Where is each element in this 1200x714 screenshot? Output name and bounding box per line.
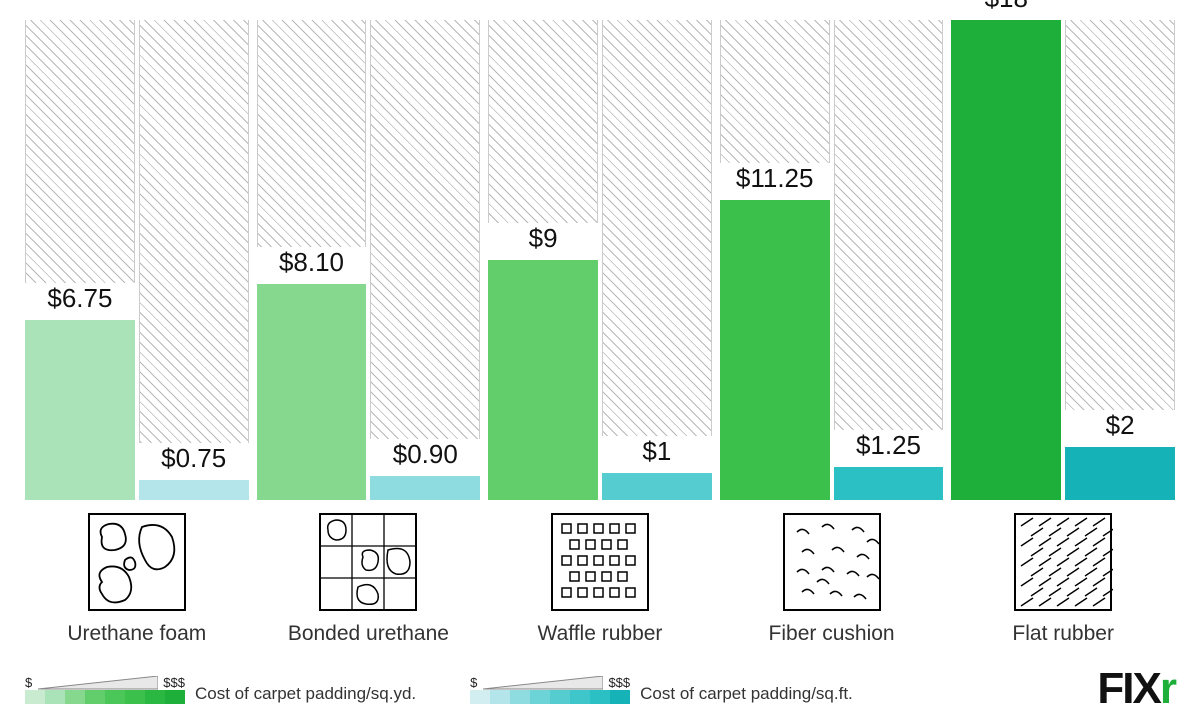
bar-sqyd: $11.25 xyxy=(720,200,830,500)
bar-group: $6.75$0.75 xyxy=(25,20,249,500)
bar-col-sqft: $1.25 xyxy=(834,20,944,500)
color-step xyxy=(25,690,45,704)
color-step xyxy=(550,690,570,704)
legend-high-marker: $$$ xyxy=(608,675,630,690)
category-label: Bonded urethane xyxy=(257,622,481,646)
legend-sqft: $ $$$ Cost of carpet padding/sq.ft. xyxy=(470,675,853,704)
bar-sqft: $1 xyxy=(602,473,712,500)
color-step xyxy=(610,690,630,704)
legend-low-marker: $ xyxy=(470,675,477,690)
category-label: Flat rubber xyxy=(951,622,1175,646)
bonded-urethane-icon xyxy=(257,512,481,612)
bar-group: $11.25$1.25 xyxy=(720,20,944,500)
bar-col-sqft: $1 xyxy=(602,20,712,500)
urethane-foam-icon xyxy=(25,512,249,612)
teal-color-scale xyxy=(470,690,630,704)
bar-col-sqyd: $6.75 xyxy=(25,20,135,500)
color-step xyxy=(490,690,510,704)
bar-col-sqft: $0.75 xyxy=(139,20,249,500)
category-label: Fiber cushion xyxy=(720,622,944,646)
color-step xyxy=(65,690,85,704)
value-label: $0.90 xyxy=(370,439,480,476)
legend-sqyd: $ $$$ Cost of carpet padding/sq.yd. xyxy=(25,675,416,704)
bar-col-sqyd: $11.25 xyxy=(720,20,830,500)
cost-triangle-icon xyxy=(38,676,158,690)
color-step xyxy=(470,690,490,704)
color-step xyxy=(510,690,530,704)
hatch-background xyxy=(370,20,480,500)
logo-text: FIX xyxy=(1097,664,1159,714)
bar-sqyd: $6.75 xyxy=(25,320,135,500)
bar-col-sqft: $2 xyxy=(1065,20,1175,500)
color-step xyxy=(145,690,165,704)
color-step xyxy=(590,690,610,704)
color-step xyxy=(105,690,125,704)
waffle-rubber-icon xyxy=(488,512,712,612)
value-label: $1 xyxy=(602,436,712,473)
bar-sqyd: $9 xyxy=(488,260,598,500)
bar-sqft: $1.25 xyxy=(834,467,944,500)
category-label: Waffle rubber xyxy=(488,622,712,646)
bar-col-sqyd: $18 xyxy=(951,20,1061,500)
hatch-background xyxy=(834,20,944,500)
bar-group: $9$1 xyxy=(488,20,712,500)
color-step xyxy=(85,690,105,704)
bar-col-sqyd: $9 xyxy=(488,20,598,500)
value-label: $0.75 xyxy=(139,443,249,480)
green-color-scale xyxy=(25,690,185,704)
value-label: $8.10 xyxy=(257,247,367,284)
bar-sqft: $0.90 xyxy=(370,476,480,500)
color-step xyxy=(165,690,185,704)
legend-low-marker: $ xyxy=(25,675,32,690)
logo-accent: r xyxy=(1160,664,1175,714)
color-step xyxy=(125,690,145,704)
cost-triangle-icon xyxy=(483,676,603,690)
footer: $ $$$ Cost of carpet padding/sq.yd. $ $$… xyxy=(25,664,1175,714)
flat-rubber-icon xyxy=(951,512,1175,612)
value-label: $9 xyxy=(488,223,598,260)
fiber-cushion-icon xyxy=(720,512,944,612)
value-label: $1.25 xyxy=(834,430,944,467)
bar-sqft: $2 xyxy=(1065,447,1175,500)
color-step xyxy=(570,690,590,704)
value-label: $11.25 xyxy=(720,163,830,200)
bar-chart: $6.75$0.75$8.10$0.90$9$1$11.25$1.25$18$2 xyxy=(25,20,1175,500)
value-label: $6.75 xyxy=(25,283,135,320)
bar-sqyd: $8.10 xyxy=(257,284,367,500)
legend-high-marker: $$$ xyxy=(163,675,185,690)
color-step xyxy=(530,690,550,704)
bar-col-sqyd: $8.10 xyxy=(257,20,367,500)
value-label: $18 xyxy=(951,0,1061,20)
hatch-background xyxy=(602,20,712,500)
hatch-background xyxy=(139,20,249,500)
bar-group: $18$2 xyxy=(951,20,1175,500)
bar-sqft: $0.75 xyxy=(139,480,249,500)
bar-sqyd: $18 xyxy=(951,20,1061,500)
fixr-logo: FIXr xyxy=(1097,664,1175,714)
color-step xyxy=(45,690,65,704)
bar-group: $8.10$0.90 xyxy=(257,20,481,500)
category-labels-row: Urethane foam Bonded urethane Waffle rubbe… xyxy=(25,622,1175,646)
value-label: $2 xyxy=(1065,410,1175,447)
bar-col-sqft: $0.90 xyxy=(370,20,480,500)
icons-row xyxy=(25,512,1175,612)
category-label: Urethane foam xyxy=(25,622,249,646)
